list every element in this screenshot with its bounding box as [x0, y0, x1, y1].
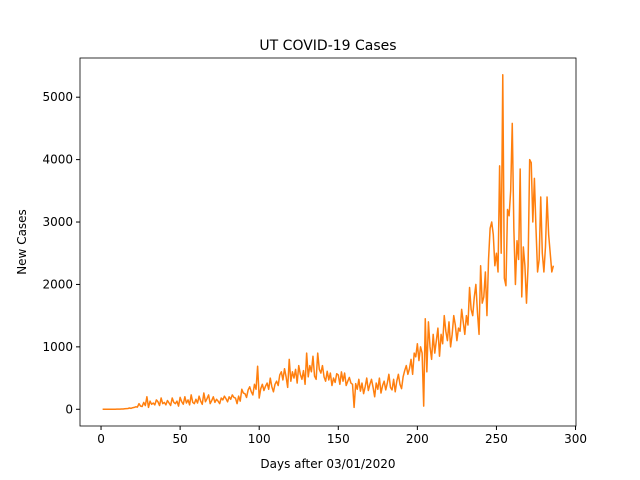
x-tick-label: 300 — [564, 432, 587, 446]
x-tick-label: 200 — [406, 432, 429, 446]
y-tick-label: 4000 — [42, 153, 73, 167]
data-line — [102, 73, 555, 411]
y-tick-label: 1000 — [42, 340, 73, 354]
x-tick-label: 0 — [97, 432, 105, 446]
y-tick-label: 2000 — [42, 277, 73, 291]
plot-frame — [79, 57, 577, 427]
y-tick-label: 3000 — [42, 215, 73, 229]
chart-title: UT COVID-19 Cases — [259, 38, 396, 54]
x-tick-label: 100 — [248, 432, 271, 446]
y-tick-label: 5000 — [42, 90, 73, 104]
y-tick-label: 0 — [65, 402, 73, 416]
x-tick-label: 250 — [485, 432, 508, 446]
y-axis-label: New Cases — [15, 209, 29, 275]
x-axis-label: Days after 03/01/2020 — [260, 457, 395, 471]
x-tick-label: 50 — [172, 432, 187, 446]
x-tick-label: 150 — [327, 432, 350, 446]
